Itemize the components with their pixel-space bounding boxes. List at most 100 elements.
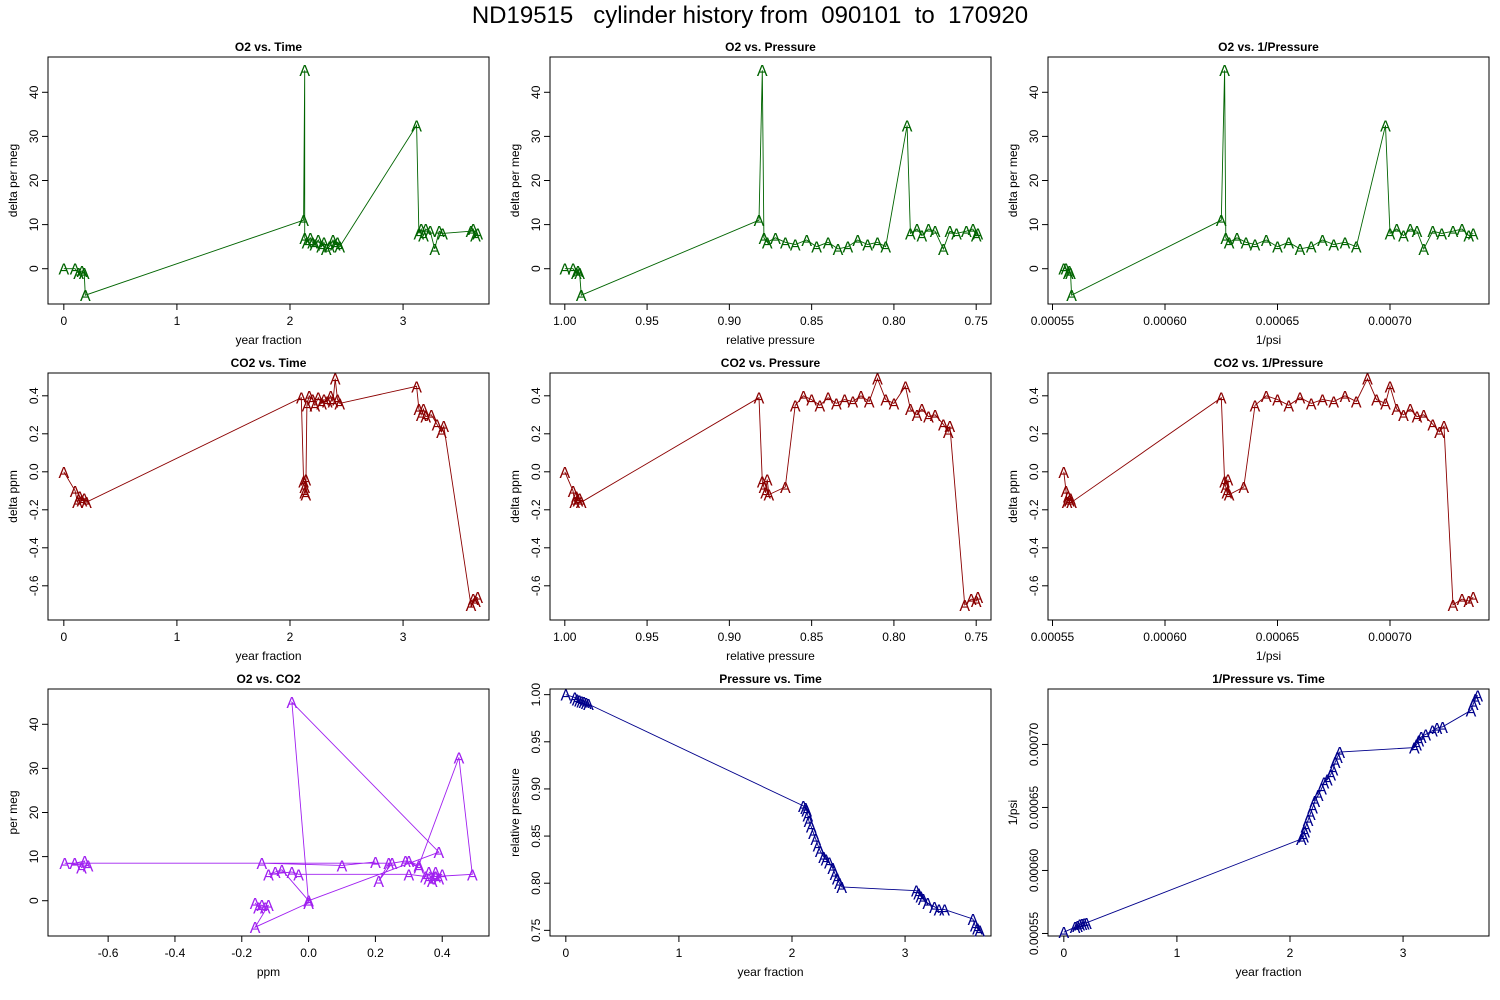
data-point-marker: A [418, 402, 429, 419]
data-point-marker: A [1272, 240, 1283, 257]
data-point-marker: A [1316, 782, 1327, 799]
x-tick-label: 0.85 [800, 630, 824, 644]
data-point-marker: A [403, 854, 414, 871]
data-point-marker: A [1250, 398, 1261, 415]
data-point-marker: A [1398, 408, 1409, 425]
data-point-marker: A [81, 495, 92, 512]
data-point-marker: A [806, 820, 817, 837]
data-point-marker: A [1232, 231, 1243, 248]
data-point-marker: A [310, 237, 321, 254]
data-point-marker: A [69, 856, 80, 873]
data-point-marker: A [322, 395, 333, 412]
data-point-marker: A [420, 869, 431, 886]
data-point-marker: A [1468, 226, 1479, 243]
data-point-marker: A [77, 264, 88, 281]
data-point-marker: A [938, 242, 949, 259]
data-point-marker: A [1385, 226, 1396, 243]
data-point-marker: A [434, 845, 445, 862]
data-point-marker: A [801, 233, 812, 250]
data-point-marker: A [260, 900, 271, 917]
x-tick-label: 0.0 [300, 946, 317, 960]
data-point-marker: A [302, 398, 313, 415]
data-point-marker: A [83, 858, 94, 875]
data-point-marker: A [287, 865, 298, 882]
x-tick-label: 0.00070 [1368, 314, 1412, 328]
data-point-marker: A [1328, 237, 1339, 254]
data-point-marker: A [968, 222, 979, 239]
x-tick-label: 0.75 [965, 630, 989, 644]
data-point-marker: A [923, 410, 934, 427]
data-point-marker: A [959, 598, 970, 615]
data-point-marker: A [1470, 692, 1481, 709]
data-point-marker: A [1468, 590, 1479, 607]
data-point-marker: A [470, 229, 481, 246]
x-tick-label: 0 [60, 630, 67, 644]
data-point-marker: A [70, 484, 81, 501]
x-tick-label: 0.00055 [1031, 314, 1075, 328]
data-point-marker: A [432, 417, 443, 434]
y-axis-label: delta per meg [1006, 144, 1020, 217]
data-point-marker: A [1412, 224, 1423, 241]
y-tick-label: 0.0 [529, 463, 543, 480]
data-point-marker: A [1463, 594, 1474, 611]
data-point-marker: A [570, 690, 581, 707]
page-title: ND19515 cylinder history from 090101 to … [471, 2, 1029, 29]
chart-title: CO2 vs. Pressure [721, 356, 821, 370]
data-point-marker: A [824, 855, 835, 872]
data-point-marker: A [757, 63, 768, 80]
data-point-marker: A [917, 229, 928, 246]
data-point-marker: A [1439, 419, 1450, 436]
data-point-marker: A [574, 266, 585, 283]
data-point-marker: A [754, 213, 765, 230]
data-point-marker: A [811, 240, 822, 257]
data-point-marker: A [872, 235, 883, 252]
data-point-marker: A [256, 856, 267, 873]
data-point-marker: A [310, 398, 321, 415]
data-point-marker: A [1351, 395, 1362, 412]
data-point-marker: A [299, 231, 310, 248]
data-point-marker: A [833, 242, 844, 259]
data-point-marker: A [802, 808, 813, 825]
data-point-marker: A [917, 402, 928, 419]
data-point-marker: A [1219, 474, 1230, 491]
data-point-marker: A [79, 491, 90, 508]
data-point-marker: A [1299, 824, 1310, 841]
data-point-marker: A [1398, 229, 1409, 246]
chart-panel-8: Pressure vs. Time 0 1 2 3 0.75 0.80 0.85 0.90 0.9… [508, 672, 992, 979]
data-point-marker: A [880, 240, 891, 257]
y-tick-label: 0.4 [1027, 387, 1041, 404]
data-point-marker: A [302, 235, 313, 252]
data-point-marker: A [804, 814, 815, 831]
data-point-marker: A [299, 486, 310, 503]
data-point-marker: A [798, 389, 809, 406]
data-point-marker: A [831, 396, 842, 413]
series-line [1063, 70, 1474, 296]
data-point-marker: A [466, 224, 477, 241]
data-point-marker: A [426, 408, 437, 425]
y-axis-label: delta ppm [508, 470, 522, 523]
data-point-marker: A [945, 224, 956, 241]
x-tick-label: 3 [400, 314, 407, 328]
x-axis-label: year fraction [1235, 965, 1301, 979]
data-point-marker: A [470, 594, 481, 611]
data-point-marker: A [1062, 495, 1073, 512]
data-point-marker: A [454, 750, 465, 767]
data-point-marker: A [938, 417, 949, 434]
chart-panel-7: O2 vs. CO2 -0.6 -0.4 -0.2 0.0 0.2 0.4 0 10 20 30 40… [6, 672, 490, 979]
data-point-marker: A [1283, 398, 1294, 415]
data-point-marker: A [250, 920, 261, 937]
data-point-marker: A [1436, 226, 1447, 243]
data-point-marker: A [968, 912, 979, 929]
data-point-marker: A [1427, 417, 1438, 434]
data-point-marker: A [434, 872, 445, 889]
data-point-marker: A [416, 222, 427, 239]
data-point-marker: A [790, 237, 801, 254]
data-point-marker: A [1340, 235, 1351, 252]
data-point-marker: A [437, 226, 448, 243]
y-tick-label: 0 [27, 897, 41, 904]
y-tick-label: 20 [27, 174, 41, 188]
data-point-marker: A [930, 224, 941, 241]
data-point-marker: A [1077, 917, 1088, 934]
data-point-marker: A [1296, 832, 1307, 849]
data-point-marker: A [1238, 480, 1249, 497]
